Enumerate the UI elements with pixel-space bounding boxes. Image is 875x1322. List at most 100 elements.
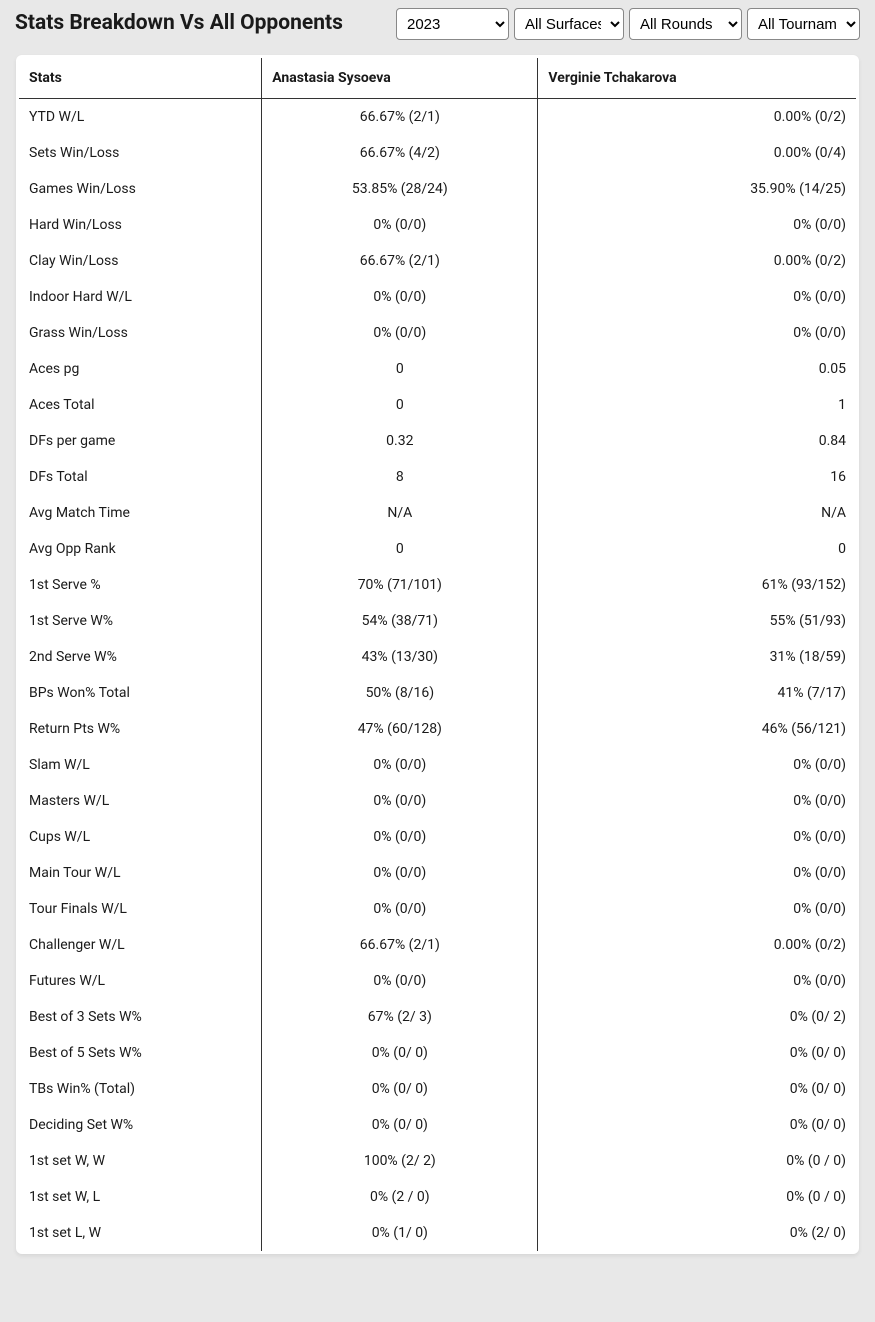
- stat-value-p2: 0.00% (0/2): [538, 927, 856, 963]
- stat-value-p2: 0.00% (0/2): [538, 99, 856, 136]
- stat-value-p2: 0% (0/ 0): [538, 1035, 856, 1071]
- stat-label: Return Pts W%: [19, 711, 262, 747]
- table-row: 1st set W, L0% (2 / 0)0% (0 / 0): [19, 1179, 856, 1215]
- stat-value-p1: 0: [262, 351, 538, 387]
- stat-label: Aces Total: [19, 387, 262, 423]
- stat-value-p2: 0% (0/0): [538, 855, 856, 891]
- stat-value-p2: 0% (0/0): [538, 819, 856, 855]
- table-row: DFs per game0.320.84: [19, 423, 856, 459]
- table-row: 1st Serve W%54% (38/71)55% (51/93): [19, 603, 856, 639]
- table-row: DFs Total816: [19, 459, 856, 495]
- tournament-select[interactable]: All Tournaments: [747, 8, 860, 40]
- stat-value-p2: 35.90% (14/25): [538, 171, 856, 207]
- table-row: Games Win/Loss53.85% (28/24)35.90% (14/2…: [19, 171, 856, 207]
- stat-label: TBs Win% (Total): [19, 1071, 262, 1107]
- table-row: Aces Total01: [19, 387, 856, 423]
- filter-selectors: 2023 All Surfaces All Rounds All Tournam…: [396, 8, 860, 40]
- table-row: Slam W/L0% (0/0)0% (0/0): [19, 747, 856, 783]
- stat-value-p1: 0% (0/0): [262, 963, 538, 999]
- stat-label: Sets Win/Loss: [19, 135, 262, 171]
- stat-value-p2: 46% (56/121): [538, 711, 856, 747]
- stat-value-p2: 0% (0/0): [538, 207, 856, 243]
- stat-label: Indoor Hard W/L: [19, 279, 262, 315]
- stat-label: DFs per game: [19, 423, 262, 459]
- stat-value-p2: 0.00% (0/4): [538, 135, 856, 171]
- stat-label: Futures W/L: [19, 963, 262, 999]
- stat-value-p1: 0% (0/ 0): [262, 1035, 538, 1071]
- stat-label: DFs Total: [19, 459, 262, 495]
- stat-value-p2: N/A: [538, 495, 856, 531]
- table-row: Sets Win/Loss66.67% (4/2)0.00% (0/4): [19, 135, 856, 171]
- stat-value-p2: 0% (0/0): [538, 315, 856, 351]
- stat-label: Deciding Set W%: [19, 1107, 262, 1143]
- stat-value-p2: 61% (93/152): [538, 567, 856, 603]
- stat-value-p1: 66.67% (2/1): [262, 243, 538, 279]
- stat-label: YTD W/L: [19, 99, 262, 136]
- year-select[interactable]: 2023: [396, 8, 509, 40]
- page-title: Stats Breakdown Vs All Opponents: [15, 11, 343, 36]
- stat-label: Avg Match Time: [19, 495, 262, 531]
- table-row: Tour Finals W/L0% (0/0)0% (0/0): [19, 891, 856, 927]
- stat-label: Best of 5 Sets W%: [19, 1035, 262, 1071]
- stat-label: Aces pg: [19, 351, 262, 387]
- stat-value-p2: 0% (0/0): [538, 783, 856, 819]
- stat-value-p2: 0% (0/ 0): [538, 1071, 856, 1107]
- stat-value-p1: 67% (2/ 3): [262, 999, 538, 1035]
- stat-value-p1: 0% (0/0): [262, 315, 538, 351]
- stat-value-p1: 53.85% (28/24): [262, 171, 538, 207]
- stat-label: Games Win/Loss: [19, 171, 262, 207]
- table-row: Masters W/L0% (0/0)0% (0/0): [19, 783, 856, 819]
- table-row: Return Pts W%47% (60/128)46% (56/121): [19, 711, 856, 747]
- table-row: 1st set W, W100% (2/ 2)0% (0 / 0): [19, 1143, 856, 1179]
- stat-value-p2: 0: [538, 531, 856, 567]
- table-row: Clay Win/Loss66.67% (2/1)0.00% (0/2): [19, 243, 856, 279]
- stat-value-p1: 0% (1/ 0): [262, 1215, 538, 1251]
- stat-value-p1: 0: [262, 387, 538, 423]
- stat-label: Main Tour W/L: [19, 855, 262, 891]
- stat-value-p2: 1: [538, 387, 856, 423]
- table-row: YTD W/L66.67% (2/1)0.00% (0/2): [19, 99, 856, 136]
- stat-value-p2: 0.84: [538, 423, 856, 459]
- table-row: Grass Win/Loss0% (0/0)0% (0/0): [19, 315, 856, 351]
- stat-value-p1: 0% (0/0): [262, 819, 538, 855]
- stat-value-p2: 0% (0/ 0): [538, 1107, 856, 1143]
- stat-value-p1: 0% (0/0): [262, 891, 538, 927]
- rounds-select[interactable]: All Rounds: [629, 8, 742, 40]
- stat-value-p1: 70% (71/101): [262, 567, 538, 603]
- stat-value-p2: 0.05: [538, 351, 856, 387]
- stat-value-p1: 43% (13/30): [262, 639, 538, 675]
- table-row: BPs Won% Total50% (8/16)41% (7/17): [19, 675, 856, 711]
- table-row: Best of 3 Sets W%67% (2/ 3)0% (0/ 2): [19, 999, 856, 1035]
- stat-value-p1: 66.67% (2/1): [262, 99, 538, 136]
- stats-table-panel: Stats Anastasia Sysoeva Verginie Tchakar…: [16, 55, 859, 1254]
- stat-label: 1st set W, L: [19, 1179, 262, 1215]
- stat-label: Grass Win/Loss: [19, 315, 262, 351]
- stat-value-p1: 47% (60/128): [262, 711, 538, 747]
- table-row: Indoor Hard W/L0% (0/0)0% (0/0): [19, 279, 856, 315]
- table-row: Futures W/L0% (0/0)0% (0/0): [19, 963, 856, 999]
- stat-label: Best of 3 Sets W%: [19, 999, 262, 1035]
- table-row: Cups W/L0% (0/0)0% (0/0): [19, 819, 856, 855]
- table-row: Avg Match TimeN/AN/A: [19, 495, 856, 531]
- stat-value-p2: 41% (7/17): [538, 675, 856, 711]
- stat-value-p1: 0% (2 / 0): [262, 1179, 538, 1215]
- stat-label: Hard Win/Loss: [19, 207, 262, 243]
- stat-value-p1: 8: [262, 459, 538, 495]
- table-row: Main Tour W/L0% (0/0)0% (0/0): [19, 855, 856, 891]
- stat-value-p2: 0% (0/0): [538, 279, 856, 315]
- table-row: 1st Serve %70% (71/101)61% (93/152): [19, 567, 856, 603]
- stat-value-p1: 0% (0/ 0): [262, 1071, 538, 1107]
- stat-value-p2: 0% (2/ 0): [538, 1215, 856, 1251]
- stat-value-p2: 55% (51/93): [538, 603, 856, 639]
- table-header-row: Stats Anastasia Sysoeva Verginie Tchakar…: [19, 58, 856, 99]
- stat-value-p2: 0.00% (0/2): [538, 243, 856, 279]
- stat-value-p1: 0% (0/0): [262, 747, 538, 783]
- stat-label: 1st set L, W: [19, 1215, 262, 1251]
- table-row: Challenger W/L66.67% (2/1)0.00% (0/2): [19, 927, 856, 963]
- stats-table: Stats Anastasia Sysoeva Verginie Tchakar…: [19, 58, 856, 1251]
- stat-label: Tour Finals W/L: [19, 891, 262, 927]
- table-row: TBs Win% (Total)0% (0/ 0)0% (0/ 0): [19, 1071, 856, 1107]
- stat-value-p2: 0% (0 / 0): [538, 1179, 856, 1215]
- surface-select[interactable]: All Surfaces: [514, 8, 624, 40]
- stat-value-p1: 0% (0/0): [262, 783, 538, 819]
